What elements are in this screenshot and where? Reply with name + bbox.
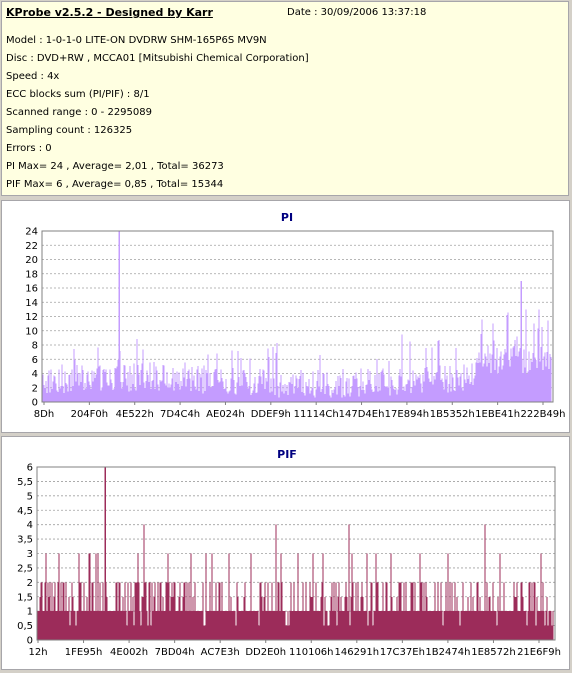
x-tick-label: DDEF9h (251, 409, 291, 420)
y-tick-label: 4 (32, 369, 38, 380)
x-tick-label: 8Dh (34, 409, 54, 420)
pif-chart: PIF 0 0,5 1 1,5 2 2,5 3 3,5 4 4,5 5 5,5 6 12h 1FE95h 4E0… (17, 448, 561, 658)
model-line: Model : 1-0-1-0 LITE-ON DVDRW SHM-165P6S… (6, 35, 267, 46)
x-tick-label: 4E002h (110, 647, 148, 658)
x-tick-label: 1EBE41h (475, 409, 520, 420)
x-tick-label: 146291h (335, 647, 380, 658)
scan-date: Date : 30/09/2006 13:37:18 (287, 7, 427, 18)
y-tick-label: 2 (27, 578, 33, 589)
ecc-sum-line: ECC blocks sum (PI/PIF) : 8/1 (6, 89, 150, 100)
y-tick-label: 6 (27, 463, 33, 474)
x-tick-label: DD2E0h (245, 647, 286, 658)
y-tick-label: 20 (25, 255, 38, 266)
y-tick-label: 14 (25, 298, 38, 309)
pif-summary-line: PIF Max= 6 , Average= 0,85 , Total= 1534… (6, 179, 224, 190)
app-title: KProbe v2.5.2 - Designed by Karr (6, 6, 213, 19)
y-tick-label: 5 (27, 491, 33, 502)
y-tick-label: 2 (32, 383, 38, 394)
x-tick-label: 7D4C4h (160, 409, 200, 420)
x-tick-label: 204F0h (71, 409, 109, 420)
y-tick-label: 22 (25, 241, 38, 252)
pi-chart-panel: PI 0 2 4 6 8 10 12 14 16 18 20 22 24 8Dh 204F0h 4E522h 7D… (1, 200, 570, 433)
plot-border (41, 230, 554, 403)
series-bars (37, 524, 554, 640)
x-tick-label: 11114Ch (294, 409, 339, 420)
disc-line: Disc : DVD+RW , MCCA01 [Mitsubishi Chemi… (6, 53, 309, 64)
y-tick-label: 4,5 (17, 506, 33, 517)
y-tick-label: 1,5 (17, 592, 33, 603)
y-tick-label: 3,5 (17, 535, 33, 546)
chart-title: PI (281, 211, 293, 224)
y-tick-label: 4 (27, 520, 33, 531)
plot-border (36, 466, 556, 641)
y-tick-label: 0 (32, 398, 38, 409)
speed-line: Speed : 4x (6, 71, 60, 82)
x-tick-label: 1B2474h (425, 647, 470, 658)
x-tick-label: AC7E3h (201, 647, 240, 658)
y-tick-label: 0 (27, 636, 33, 647)
pi-summary-line: PI Max= 24 , Average= 2,01 , Total= 3627… (6, 161, 224, 172)
y-tick-label: 10 (25, 326, 38, 337)
chart-title: PIF (277, 448, 297, 461)
y-tick-label: 2,5 (17, 563, 33, 574)
pif-chart-panel: PIF 0 0,5 1 1,5 2 2,5 3 3,5 4 4,5 5 5,5 6 12h 1FE95h 4E0… (1, 436, 570, 670)
series-bars (42, 309, 552, 402)
info-panel: KProbe v2.5.2 - Designed by Karr Date : … (1, 1, 569, 196)
y-tick-label: 24 (25, 227, 38, 238)
x-tick-label: 21E6F9h (517, 647, 561, 658)
x-tick-label: 12h (28, 647, 47, 658)
x-tick-label: 147D4Eh (339, 409, 385, 420)
y-tick-label: 18 (25, 269, 38, 280)
y-tick-label: 5,5 (17, 477, 33, 488)
sampling-count-line: Sampling count : 126325 (6, 125, 133, 136)
x-tick-label: 110106h (289, 647, 334, 658)
series-bar (42, 309, 552, 402)
y-tick-label: 6 (32, 355, 38, 366)
x-tick-label: 17E894h (385, 409, 429, 420)
y-tick-label: 12 (25, 312, 38, 323)
series-bar (37, 524, 554, 640)
x-tick-label: AE024h (206, 409, 245, 420)
x-tick-label: 17C37Eh (380, 647, 425, 658)
x-tick-label: 1B5352h (430, 409, 475, 420)
errors-line: Errors : 0 (6, 143, 52, 154)
scanned-range-line: Scanned range : 0 - 2295089 (6, 107, 152, 118)
y-tick-label: 0,5 (17, 621, 33, 632)
x-tick-label: 222B49h (520, 409, 565, 420)
x-tick-label: 7BD04h (155, 647, 195, 658)
x-tick-label: 4E522h (116, 409, 154, 420)
x-tick-label: 1FE95h (65, 647, 103, 658)
y-tick-label: 8 (32, 341, 38, 352)
y-tick-label: 3 (27, 549, 33, 560)
y-tick-label: 16 (25, 284, 38, 295)
x-tick-label: 1E8572h (471, 647, 515, 658)
y-tick-label: 1 (27, 607, 33, 618)
